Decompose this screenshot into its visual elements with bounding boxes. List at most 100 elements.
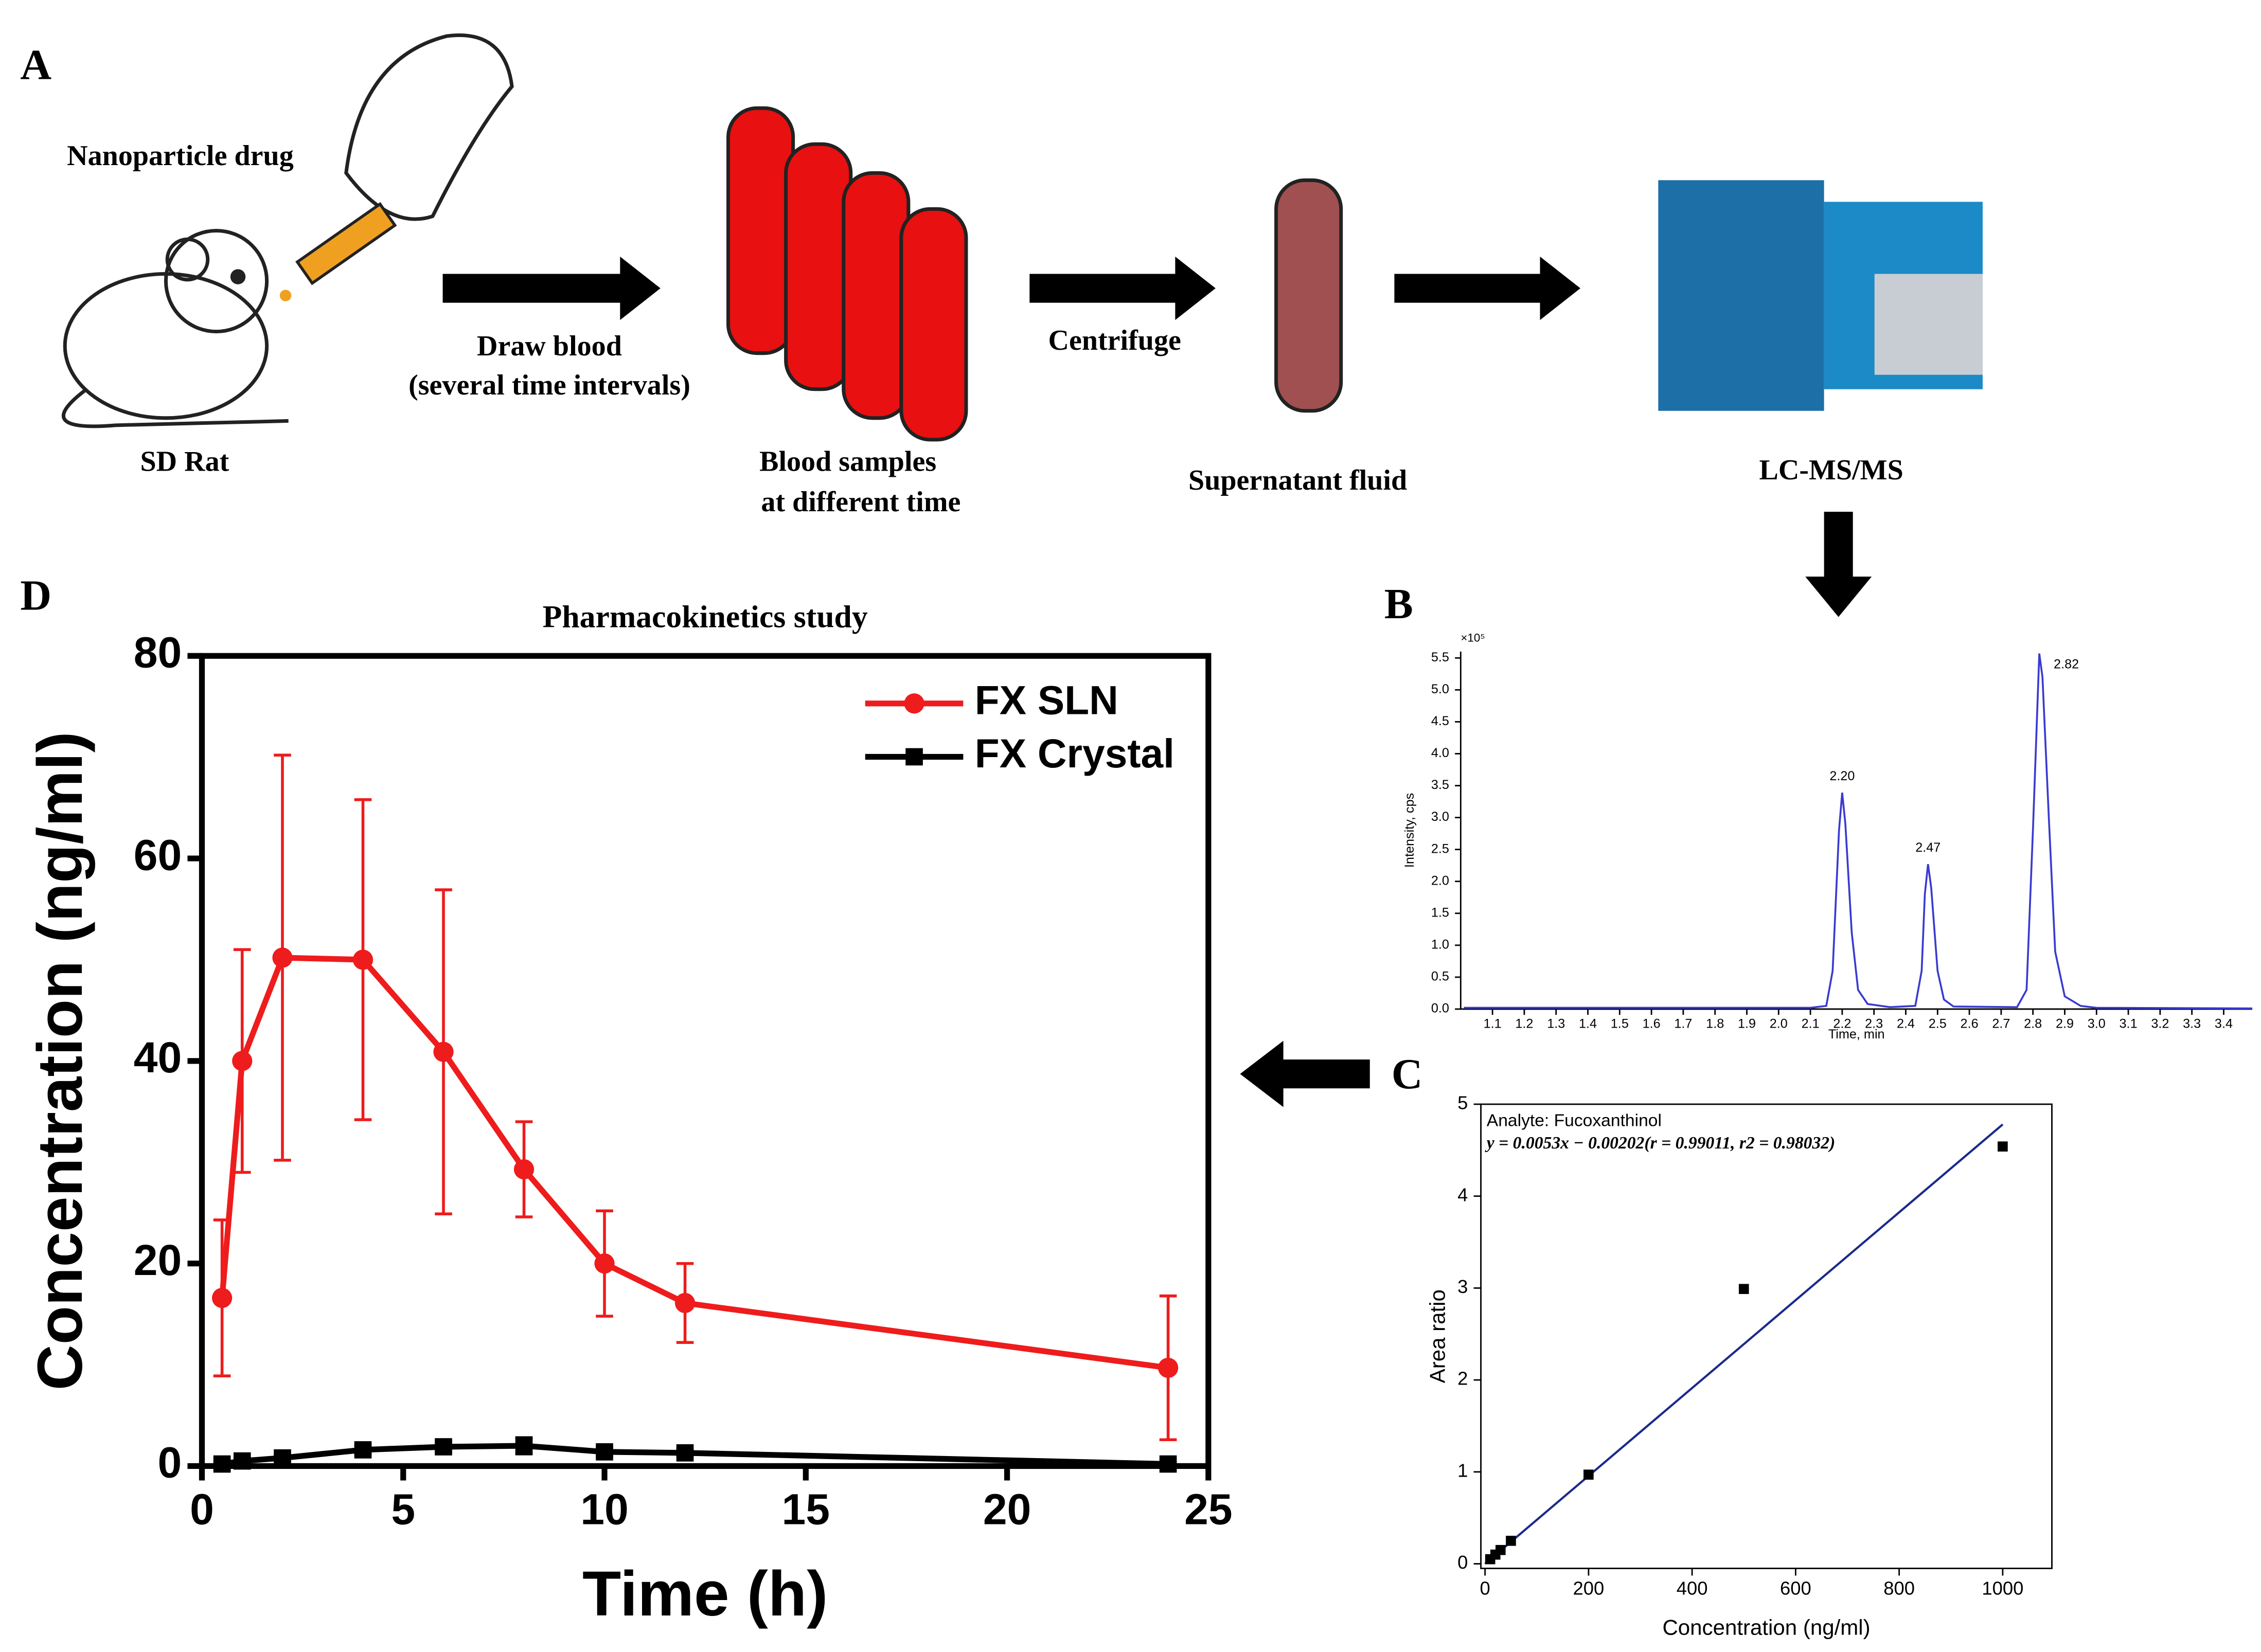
step-label: Draw blood <box>477 330 622 362</box>
annotation: Analyte: Fucoxanthinol <box>1487 1111 1662 1130</box>
marker <box>433 1042 454 1062</box>
x-tick-label: 2.3 <box>1865 1017 1883 1031</box>
step-label: Centrifuge <box>1048 325 1181 356</box>
marker <box>352 949 373 970</box>
y-tick-label: 5.5 <box>1431 650 1449 665</box>
step-label: (several time intervals) <box>408 369 690 401</box>
plot-frame <box>199 653 1212 1469</box>
point <box>1506 1536 1516 1546</box>
x-tick-label: 2.9 <box>2056 1017 2074 1031</box>
legend-label: FX Crystal <box>975 731 1174 776</box>
y-tick-label: 20 <box>134 1236 182 1284</box>
x-tick-label: 2.8 <box>2024 1017 2042 1031</box>
x-tick-label: 1.2 <box>1515 1017 1533 1031</box>
rat-illustration <box>62 228 289 428</box>
x-tick-label: 2.6 <box>1961 1017 1979 1031</box>
marker <box>515 1437 533 1455</box>
point <box>1496 1545 1506 1555</box>
marker <box>212 1287 233 1308</box>
y-tick-label: 0 <box>1457 1552 1468 1573</box>
panel-label: B <box>1384 580 1413 628</box>
x-tick-label: 1.6 <box>1643 1017 1661 1031</box>
x-tick-label: 1.8 <box>1706 1017 1724 1031</box>
x-tick-label: 2.1 <box>1802 1017 1820 1031</box>
x-tick-label: 20 <box>983 1485 1031 1534</box>
panel-label: D <box>20 571 51 619</box>
y-tick-label: 0.5 <box>1431 969 1449 984</box>
peak-label: 2.20 <box>1829 769 1855 783</box>
x-axis-label: Time (h) <box>582 1558 828 1629</box>
x-tick-label: 2.5 <box>1929 1017 1947 1031</box>
marker <box>594 1253 615 1274</box>
y-tick-label: 4.0 <box>1431 746 1449 760</box>
x-tick-label: 2.4 <box>1897 1017 1915 1031</box>
trace <box>1464 653 2253 1010</box>
marker <box>354 1441 372 1459</box>
x-axis-label: Time, min <box>1828 1027 1885 1042</box>
x-tick-label: 15 <box>782 1485 830 1534</box>
x-tick-label: 800 <box>1883 1577 1915 1599</box>
point <box>1738 1284 1749 1294</box>
y-tick-label: 3.0 <box>1431 810 1449 824</box>
annotation: y = 0.0053x − 0.00202(r = 0.99011, r2 = … <box>1485 1134 1836 1153</box>
point <box>1998 1141 2008 1152</box>
peak-label: 2.47 <box>1915 840 1940 855</box>
x-tick-label: 400 <box>1677 1577 1708 1599</box>
y-tick-label: 2 <box>1457 1368 1468 1389</box>
y-tick-label: 0 <box>157 1439 182 1487</box>
y-tick-label: 40 <box>134 1033 182 1082</box>
panel-label: C <box>1392 1050 1423 1098</box>
x-tick-label: 10 <box>580 1485 629 1534</box>
x-tick-label: 1.7 <box>1674 1017 1692 1031</box>
x-tick-label: 5 <box>391 1485 415 1534</box>
tubes <box>726 106 1343 442</box>
x-tick-label: 600 <box>1780 1577 1811 1599</box>
x-axis-label: Concentration (ng/ml) <box>1662 1615 1870 1639</box>
marker <box>513 1159 535 1180</box>
y-axis-label: Area ratio <box>1425 1289 1449 1383</box>
chart-title: Pharmacokinetics study <box>543 599 868 634</box>
y-tick-label: 2.5 <box>1431 841 1449 856</box>
y-tick-label: 1.0 <box>1431 937 1449 951</box>
legend-marker <box>904 693 924 714</box>
step-label: LC-MS/MS <box>1759 454 1903 486</box>
y-tick-label: 4.5 <box>1431 714 1449 728</box>
x-tick-label: 2.2 <box>1833 1017 1851 1031</box>
y-tick-label: 1.5 <box>1431 905 1449 920</box>
point <box>1583 1469 1594 1480</box>
y-axis-label: Concentration (ng/ml) <box>25 731 96 1390</box>
step-label: Nanoparticle drug <box>67 140 294 172</box>
x-tick-label: 3.2 <box>2151 1017 2169 1031</box>
axis-multiplier: ×10⁵ <box>1461 632 1485 644</box>
legend-marker <box>905 748 923 766</box>
marker <box>1159 1455 1177 1473</box>
x-tick-label: 0 <box>1480 1577 1490 1599</box>
y-tick-label: 3 <box>1457 1276 1468 1297</box>
y-tick-label: 80 <box>134 628 182 676</box>
marker <box>274 1449 291 1467</box>
marker <box>1158 1357 1179 1378</box>
x-tick-label: 3.4 <box>2215 1017 2233 1031</box>
y-tick-label: 1 <box>1457 1460 1468 1481</box>
step-label: at different time <box>761 486 960 518</box>
step-label: Supernatant fluid <box>1188 464 1407 496</box>
y-tick-label: 0.0 <box>1431 1001 1449 1016</box>
peak-label: 2.82 <box>2054 657 2079 672</box>
x-tick-label: 1000 <box>1982 1577 2023 1599</box>
x-tick-label: 1.5 <box>1611 1017 1629 1031</box>
fit-line <box>1484 1123 2004 1565</box>
step-label: SD Rat <box>140 445 229 477</box>
y-tick-label: 3.5 <box>1431 778 1449 792</box>
arrows <box>442 256 1872 1107</box>
glove-and-syringe <box>279 33 514 301</box>
y-tick-label: 5.0 <box>1431 682 1449 696</box>
y-tick-label: 2.0 <box>1431 873 1449 888</box>
legend-label: FX SLN <box>975 677 1118 723</box>
x-tick-label: 0 <box>190 1485 214 1534</box>
marker <box>676 1444 694 1462</box>
y-tick-label: 4 <box>1457 1184 1468 1205</box>
panel-label: A <box>20 41 51 89</box>
marker <box>232 1051 253 1071</box>
x-tick-label: 3.1 <box>2120 1017 2138 1031</box>
